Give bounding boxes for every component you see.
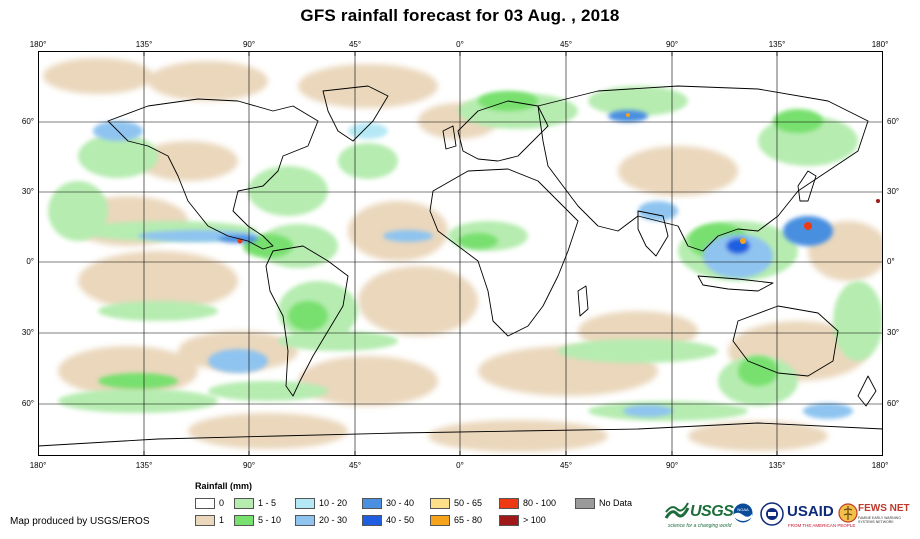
- lat-label-left: 30°: [21, 187, 34, 196]
- lat-label-right: 60°: [887, 399, 900, 408]
- noaa-logo-icon: NOAA: [733, 503, 753, 523]
- europe-outline: [457, 100, 549, 162]
- legend-label-4: 10 - 20: [319, 498, 348, 508]
- lon-label-top: 180°: [29, 40, 47, 49]
- graticule: [38, 51, 883, 456]
- legend-label-12: No Data: [599, 498, 633, 508]
- rain-zone-10-40mm: [93, 110, 853, 419]
- legend-swatch-11: [499, 515, 519, 526]
- coastlines: [38, 85, 883, 447]
- legend-label-8: 50 - 65: [454, 498, 483, 508]
- legend-swatch-10: [499, 498, 519, 509]
- legend-swatch-7: [362, 515, 382, 526]
- japan-outline: [797, 170, 817, 202]
- legend-swatch-5: [295, 515, 315, 526]
- usaid-seal-icon: [760, 502, 784, 526]
- fews-net-tagline: FAMINE EARLY WARNING SYSTEMS NETWORK: [858, 516, 901, 524]
- legend-title: Rainfall (mm): [195, 481, 253, 491]
- legend-label-6: 30 - 40: [386, 498, 415, 508]
- map-credit: Map produced by USGS/EROS: [10, 516, 150, 527]
- legend-swatch-6: [362, 498, 382, 509]
- antarctica-outline: [38, 422, 883, 447]
- map-title: GFS rainfall forecast for 03 Aug. , 2018: [300, 6, 620, 25]
- legend-swatch-12: [575, 498, 595, 509]
- africa-outline: [429, 168, 579, 337]
- legend-swatch-3: [234, 515, 254, 526]
- legend-swatch-2: [234, 498, 254, 509]
- lat-label-right: 60°: [887, 117, 900, 126]
- usaid-wordmark: USAID: [787, 503, 834, 520]
- fews-net-wordmark: FEWS NET: [858, 503, 910, 514]
- legend-label-3: 5 - 10: [258, 515, 282, 525]
- lon-label-bottom: 180°: [871, 461, 889, 470]
- lat-label-left: 30°: [21, 328, 34, 337]
- frame-ticks: [143, 51, 778, 456]
- legend-swatch-4: [295, 498, 315, 509]
- uk-outline: [442, 125, 457, 150]
- lon-label-bottom: 135°: [768, 461, 786, 470]
- lon-label-bottom: 135°: [135, 461, 153, 470]
- lon-label-bottom: 45°: [348, 461, 362, 470]
- lon-label-bottom: 90°: [242, 461, 256, 470]
- lon-label-top: 45°: [348, 40, 362, 49]
- legend-label-2: 1 - 5: [258, 498, 277, 508]
- lon-label-top: 135°: [135, 40, 153, 49]
- asia-outline: [537, 85, 869, 252]
- usgs-wordmark: USGS: [690, 503, 734, 520]
- indonesia-outline: [697, 275, 774, 292]
- new-zealand-outline: [857, 375, 877, 407]
- rain-zone-1-5mm: [48, 86, 883, 421]
- lon-label-bottom: 90°: [665, 461, 679, 470]
- lon-label-top: 90°: [665, 40, 679, 49]
- lat-label-left: 60°: [21, 117, 34, 126]
- legend-swatch-8: [430, 498, 450, 509]
- noaa-label: NOAA: [737, 507, 749, 512]
- lon-label-top: 90°: [242, 40, 256, 49]
- legend-label-5: 20 - 30: [319, 515, 348, 525]
- lon-label-top: 180°: [871, 40, 889, 49]
- lat-label-right: 0°: [887, 257, 895, 266]
- legend-swatch-1: [195, 515, 215, 526]
- legend-label-11: > 100: [523, 515, 546, 525]
- rainfall-map: [38, 51, 883, 456]
- lat-label-left: 60°: [21, 399, 34, 408]
- lon-label-bottom: 45°: [559, 461, 573, 470]
- india-outline: [637, 210, 669, 257]
- legend-swatch-9: [430, 515, 450, 526]
- legend-label-9: 65 - 80: [454, 515, 483, 525]
- lon-label-bottom: 180°: [29, 461, 47, 470]
- usaid-tagline: FROM THE AMERICAN PEOPLE: [788, 523, 856, 528]
- lat-label-right: 30°: [887, 328, 900, 337]
- lon-label-bottom: 0°: [456, 461, 464, 470]
- lon-label-top: 0°: [456, 40, 464, 49]
- lat-label-left: 0°: [26, 257, 34, 266]
- lon-label-top: 135°: [768, 40, 786, 49]
- legend-label-1: 1: [219, 515, 225, 525]
- lat-label-right: 30°: [887, 187, 900, 196]
- legend-label-0: 0: [219, 498, 225, 508]
- greenland-outline: [322, 85, 389, 142]
- australia-outline: [732, 305, 839, 377]
- legend-swatch-0: [195, 498, 215, 509]
- madagascar-outline: [577, 285, 589, 317]
- north-america-outline: [107, 98, 319, 250]
- usgs-logo-icon: [664, 502, 690, 519]
- fews-net-logo-icon: [838, 503, 858, 523]
- south-america-outline: [265, 245, 349, 397]
- legend-label-7: 40 - 50: [386, 515, 415, 525]
- legend-label-10: 80 - 100: [523, 498, 557, 508]
- usgs-tagline: science for a changing world: [668, 523, 732, 529]
- lon-label-top: 45°: [559, 40, 573, 49]
